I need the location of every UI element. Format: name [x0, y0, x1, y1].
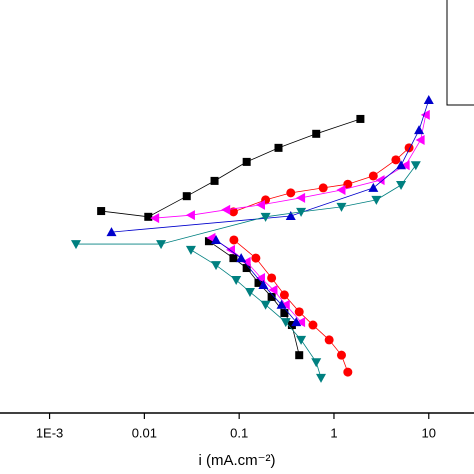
marker	[311, 358, 322, 368]
marker	[312, 129, 321, 138]
marker	[343, 367, 353, 377]
marker	[423, 94, 434, 104]
marker	[225, 244, 235, 255]
marker	[286, 188, 296, 198]
marker	[156, 240, 167, 250]
x-tick-label: 1	[330, 425, 337, 440]
marker	[260, 300, 271, 310]
marker	[182, 192, 191, 201]
marker	[291, 317, 302, 327]
marker	[396, 160, 407, 170]
marker	[242, 264, 251, 273]
marker	[336, 350, 346, 360]
marker	[256, 199, 266, 210]
marker	[391, 155, 401, 165]
x-tick-label: 0.01	[132, 425, 157, 440]
marker	[400, 160, 410, 171]
marker	[228, 207, 238, 217]
marker	[318, 183, 328, 193]
marker	[295, 351, 304, 360]
marker	[276, 299, 287, 309]
marker	[258, 279, 269, 289]
legend-box	[446, 0, 474, 106]
marker	[211, 261, 222, 271]
marker	[336, 184, 346, 195]
marker	[267, 292, 276, 301]
marker	[241, 256, 251, 267]
marker	[106, 227, 117, 237]
marker	[410, 161, 421, 171]
marker	[150, 213, 160, 224]
marker	[260, 212, 271, 222]
marker	[368, 182, 379, 192]
marker	[274, 143, 283, 152]
marker	[396, 181, 407, 191]
marker	[285, 210, 296, 220]
marker	[280, 318, 291, 328]
marker	[254, 278, 263, 287]
marker	[296, 317, 306, 328]
marker	[336, 202, 347, 212]
marker	[256, 272, 266, 283]
marker	[221, 204, 231, 215]
marker	[244, 287, 255, 297]
marker	[144, 212, 153, 221]
marker	[368, 171, 378, 181]
marker	[356, 114, 365, 123]
marker	[296, 192, 306, 203]
marker	[229, 235, 239, 245]
marker	[296, 335, 307, 345]
marker	[185, 245, 196, 255]
marker	[185, 210, 195, 221]
marker	[280, 299, 290, 310]
marker	[267, 273, 277, 283]
x-tick-label: 1E-3	[36, 425, 63, 440]
marker	[280, 309, 289, 318]
marker	[211, 234, 222, 244]
marker	[404, 143, 414, 153]
marker	[236, 253, 247, 263]
marker	[210, 176, 219, 185]
marker	[268, 284, 278, 295]
marker	[420, 109, 430, 120]
marker	[371, 195, 382, 205]
marker	[294, 307, 304, 317]
marker	[70, 240, 81, 250]
marker	[229, 254, 238, 263]
x-tick-label: 10	[422, 425, 436, 440]
x-axis-label: i (mA.cm⁻²)	[198, 452, 275, 469]
marker	[308, 320, 318, 330]
marker	[343, 179, 353, 189]
marker	[415, 135, 425, 146]
marker	[324, 335, 334, 345]
marker	[414, 125, 425, 135]
marker	[279, 290, 289, 300]
x-tick-label: 0.1	[230, 425, 248, 440]
marker	[242, 157, 251, 166]
marker	[296, 207, 307, 217]
marker	[251, 253, 261, 263]
marker	[204, 237, 213, 246]
marker	[97, 207, 106, 216]
marker	[375, 175, 385, 186]
marker	[316, 373, 327, 383]
marker	[231, 276, 242, 286]
